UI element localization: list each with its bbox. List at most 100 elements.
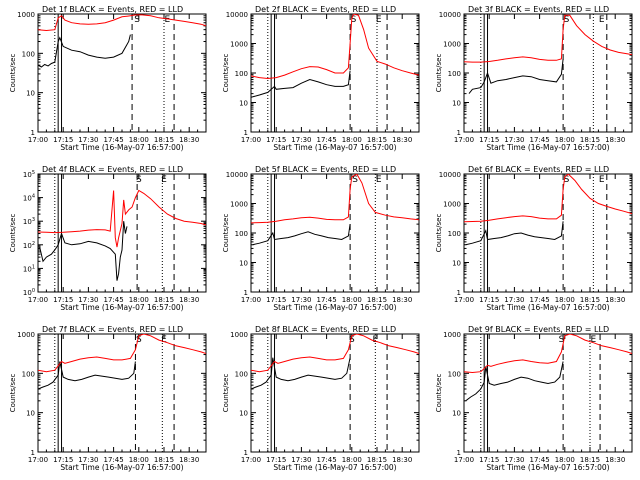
x-tick-label: 18:00: [555, 136, 575, 144]
x-tick-label: 18:00: [342, 456, 362, 464]
series-group: [251, 174, 419, 246]
chart-panel-3: 1 10 100 1000 10000 17:00 17:15 17:30 17:45 18:00…: [435, 5, 633, 152]
x-tick-label: 18:15: [367, 296, 387, 304]
plot-frame: [37, 173, 207, 293]
y-tick-label: 100: [235, 70, 248, 78]
plot-frame: [250, 333, 420, 453]
marker-label: E: [599, 175, 605, 185]
series-group: [38, 334, 206, 390]
x-tick-label: 17:15: [479, 456, 499, 464]
marker-label: S: [352, 175, 358, 185]
chart-panel-6: 1 10 100 1000 10000 17:00 17:15 17:30 17:45 18:00…: [435, 165, 633, 312]
x-tick-label: 17:15: [266, 456, 286, 464]
series-group: [38, 14, 206, 68]
plot-frame: [250, 173, 420, 293]
chart-panel-1: 1 10 100 1000 17:00 17:15 17:30 17:45 18:00 18:15…: [9, 5, 207, 152]
x-tick-label: 17:45: [104, 296, 124, 304]
x-tick-label: 18:00: [555, 296, 575, 304]
y-tick-label: 100: [448, 230, 461, 238]
x-tick-label: 17:30: [78, 136, 98, 144]
events-series-line: [39, 221, 128, 281]
x-tick-label: 17:45: [530, 136, 550, 144]
chart-title: Det 8f BLACK = Events, RED = LLD: [255, 325, 396, 334]
y-tick-label: 10: [26, 410, 35, 418]
series-group: [251, 14, 419, 98]
y-tick-label: 1000: [17, 11, 35, 19]
chart-panel-4: 100 101 102 103 104 105 17:00 17:15 17:30 17:45 18…: [9, 165, 207, 312]
marker-label: E: [599, 15, 605, 25]
x-tick-label: 17:45: [317, 136, 337, 144]
y-axis-label: Counts/sec: [9, 54, 17, 93]
x-axis-label: Start Time (16-May-07 16:57:00): [486, 303, 609, 312]
chart-panel-5: 1 10 100 1000 10000 17:00 17:15 17:30 17:45 18:00…: [222, 165, 420, 312]
y-axis-label: Counts/sec: [435, 374, 443, 413]
x-tick-label: 17:30: [78, 296, 98, 304]
marker-label: E: [165, 15, 171, 25]
x-tick-label: 17:45: [317, 456, 337, 464]
x-tick-label: 18:30: [392, 296, 412, 304]
events-series-line: [252, 224, 351, 246]
x-tick-label: 17:00: [241, 136, 261, 144]
marker-label: E: [376, 15, 382, 25]
chart-panel-2: 1 10 100 1000 10000 17:00 17:15 17:30 17:45 18:00…: [222, 5, 420, 152]
x-tick-label: 17:15: [479, 136, 499, 144]
marker-label: S: [136, 335, 142, 345]
y-tick-label: 104: [23, 194, 35, 203]
lld-series-line: [464, 334, 632, 374]
x-tick-label: 18:30: [179, 136, 199, 144]
x-tick-label: 18:00: [342, 296, 362, 304]
marker-label: S: [559, 335, 565, 345]
y-tick-label: 1: [457, 449, 461, 457]
x-tick-label: 17:00: [454, 456, 474, 464]
x-tick-label: 17:00: [28, 136, 48, 144]
y-tick-label: 1: [244, 289, 248, 297]
x-tick-label: 17:15: [53, 456, 73, 464]
x-tick-label: 18:00: [129, 296, 149, 304]
x-axis-label: Start Time (16-May-07 16:57:00): [486, 463, 609, 472]
y-tick-label: 102: [23, 241, 35, 250]
x-tick-label: 17:00: [28, 296, 48, 304]
x-tick-label: 18:00: [129, 456, 149, 464]
events-series-line: [465, 221, 564, 246]
y-tick-label: 1000: [443, 331, 461, 339]
chart-title: Det 4f BLACK = Events, RED = LLD: [42, 165, 183, 174]
x-tick-label: 18:15: [367, 456, 387, 464]
x-tick-label: 17:45: [530, 296, 550, 304]
y-tick-label: 1: [244, 449, 248, 457]
x-tick-label: 17:15: [53, 296, 73, 304]
x-tick-label: 17:00: [454, 296, 474, 304]
x-tick-label: 17:45: [530, 456, 550, 464]
chart-panel-9: 1 10 100 1000 17:00 17:15 17:30 17:45 18:00 18:15…: [435, 325, 633, 472]
y-axis-label: Counts/sec: [222, 214, 230, 253]
marker-label: E: [591, 335, 597, 345]
x-tick-label: 18:15: [580, 296, 600, 304]
y-axis-label: Counts/sec: [222, 54, 230, 93]
y-tick-label: 1000: [17, 331, 35, 339]
x-tick-label: 18:30: [392, 136, 412, 144]
marker-label: S: [564, 175, 570, 185]
series-group: [464, 14, 632, 94]
lld-series-line: [38, 189, 206, 248]
y-tick-label: 103: [23, 217, 35, 226]
y-tick-label: 10000: [439, 11, 461, 19]
y-tick-label: 100: [22, 50, 35, 58]
x-axis-label: Start Time (16-May-07 16:57:00): [60, 463, 183, 472]
chart-title: Det 5f BLACK = Events, RED = LLD: [255, 165, 396, 174]
marker-label: S: [136, 175, 142, 185]
y-tick-label: 1: [31, 129, 35, 137]
x-tick-label: 17:30: [291, 296, 311, 304]
lld-series-line: [464, 174, 632, 223]
x-tick-label: 18:15: [367, 136, 387, 144]
marker-label: S: [351, 15, 357, 25]
y-tick-label: 10000: [226, 171, 248, 179]
series-group: [464, 174, 632, 246]
x-tick-label: 17:30: [504, 296, 524, 304]
y-tick-label: 10: [452, 260, 461, 268]
y-tick-label: 1000: [230, 331, 248, 339]
y-tick-label: 1: [31, 449, 35, 457]
x-tick-label: 18:00: [129, 136, 149, 144]
x-tick-label: 17:00: [454, 136, 474, 144]
x-tick-label: 17:15: [266, 136, 286, 144]
plot-frame: [37, 13, 207, 133]
